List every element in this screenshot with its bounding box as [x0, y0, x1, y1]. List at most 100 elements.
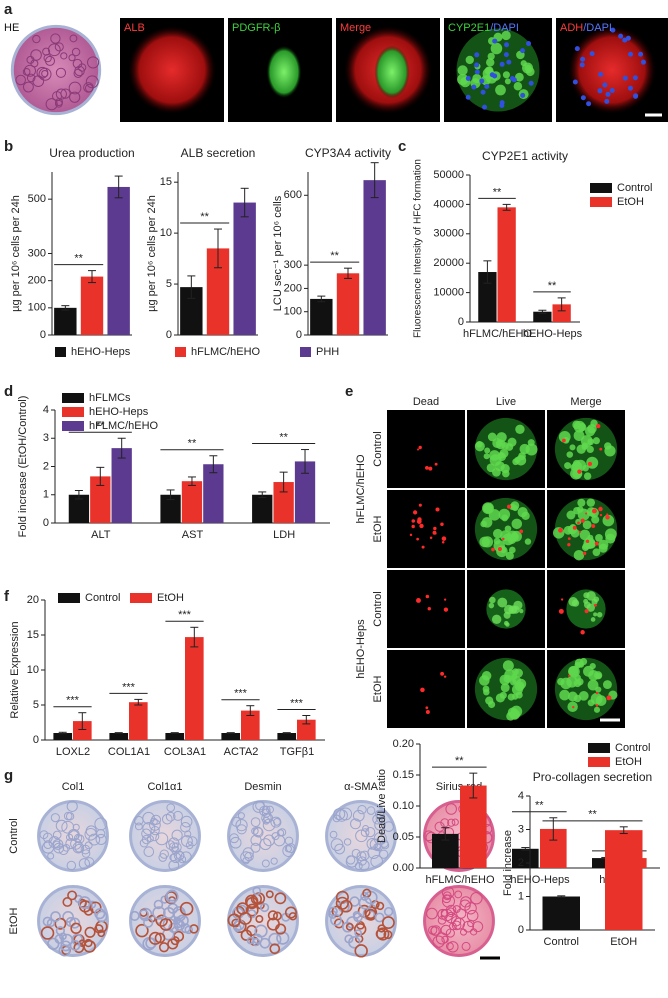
- cell: [430, 926, 440, 936]
- cell: [587, 699, 595, 707]
- error-bar: [483, 260, 492, 284]
- bar: [478, 272, 497, 322]
- dead-cell: [578, 530, 582, 534]
- cell: [583, 601, 591, 609]
- cell: [578, 690, 589, 701]
- nucleus: [572, 79, 578, 85]
- cell: [55, 67, 67, 78]
- micrograph: [414, 795, 504, 877]
- significance-label: **: [455, 755, 464, 767]
- nucleus: [632, 75, 638, 81]
- dead-cell: [419, 523, 424, 529]
- error-bar: [240, 187, 249, 218]
- error-bar: [226, 732, 235, 734]
- dead-cell: [421, 545, 425, 549]
- cell: [170, 852, 182, 864]
- cell: [605, 533, 616, 544]
- cell: [39, 830, 49, 840]
- column-header: Merge: [570, 396, 601, 408]
- cell: [499, 691, 507, 699]
- bar: [80, 276, 104, 335]
- cell: [493, 528, 503, 539]
- cell: [268, 932, 282, 946]
- cell: [595, 534, 603, 542]
- cell: [84, 83, 94, 93]
- cell: [514, 72, 524, 82]
- significance-label: **: [200, 211, 209, 223]
- image-label-part: ALB: [124, 22, 145, 34]
- cell: [344, 934, 354, 944]
- micrograph: [120, 880, 210, 962]
- micrograph: [467, 650, 545, 728]
- y-tick-label: 30000: [433, 228, 464, 240]
- cell: [134, 822, 143, 831]
- cell: [84, 857, 95, 868]
- cell: [155, 832, 169, 846]
- cell: [142, 811, 155, 825]
- cell: [573, 430, 585, 441]
- x-tick-label: Control: [544, 936, 579, 948]
- cell: [255, 800, 265, 811]
- cell: [251, 827, 259, 835]
- nucleus: [482, 104, 488, 110]
- cell: [173, 918, 183, 929]
- cell: [65, 833, 74, 841]
- y-tick-label: 4: [43, 404, 49, 416]
- dead-cell: [440, 671, 445, 676]
- cell: [591, 598, 598, 605]
- significance-label: **: [535, 800, 544, 812]
- micrograph: [444, 18, 552, 122]
- legend-swatch: [130, 593, 152, 603]
- nucleus: [602, 82, 608, 88]
- dead-cell: [568, 674, 571, 678]
- cell: [445, 803, 457, 815]
- y-axis-label: LCU sec⁻¹ per 10⁶ cells: [272, 195, 284, 311]
- cell: [153, 899, 164, 910]
- micrograph: [218, 795, 308, 877]
- cell: [276, 931, 290, 945]
- cell: [499, 448, 509, 458]
- cell: [519, 443, 530, 455]
- cell: [252, 886, 262, 896]
- cell: [66, 800, 78, 812]
- significance-label: ***: [234, 688, 248, 700]
- cell: [75, 834, 85, 844]
- bar: [497, 207, 516, 322]
- nucleus: [474, 62, 480, 68]
- cell: [451, 920, 462, 931]
- cell: [329, 830, 338, 839]
- cell: [379, 839, 389, 848]
- error-bar: [619, 826, 628, 835]
- nucleus: [489, 72, 495, 78]
- legend-swatch: [62, 407, 84, 417]
- micrograph: [120, 18, 224, 122]
- dead-cell: [572, 525, 577, 530]
- legend-swatch: [175, 347, 186, 357]
- column-header: Live: [496, 396, 516, 408]
- bar: [273, 482, 294, 523]
- cell: [162, 907, 175, 919]
- panel-letter: b: [4, 138, 13, 155]
- legend-swatch: [588, 743, 610, 753]
- cell: [62, 911, 74, 923]
- dead-cell: [599, 513, 603, 517]
- cell: [351, 848, 361, 858]
- cell: [333, 918, 345, 929]
- error-bar: [74, 490, 83, 500]
- cell: [426, 907, 438, 920]
- legend-label: Control: [85, 592, 120, 604]
- micrograph: [547, 410, 625, 488]
- cell: [593, 612, 598, 617]
- panel-letter: d: [4, 383, 13, 400]
- bar: [68, 494, 90, 523]
- y-tick-label: 0: [33, 734, 39, 746]
- dead-cell: [558, 528, 563, 533]
- cell: [81, 849, 91, 858]
- cell: [52, 838, 64, 850]
- nucleus: [598, 71, 604, 77]
- spheroid: [10, 24, 102, 116]
- bar: [129, 702, 148, 740]
- legend-label: EtOH: [157, 592, 184, 604]
- cell: [143, 846, 155, 858]
